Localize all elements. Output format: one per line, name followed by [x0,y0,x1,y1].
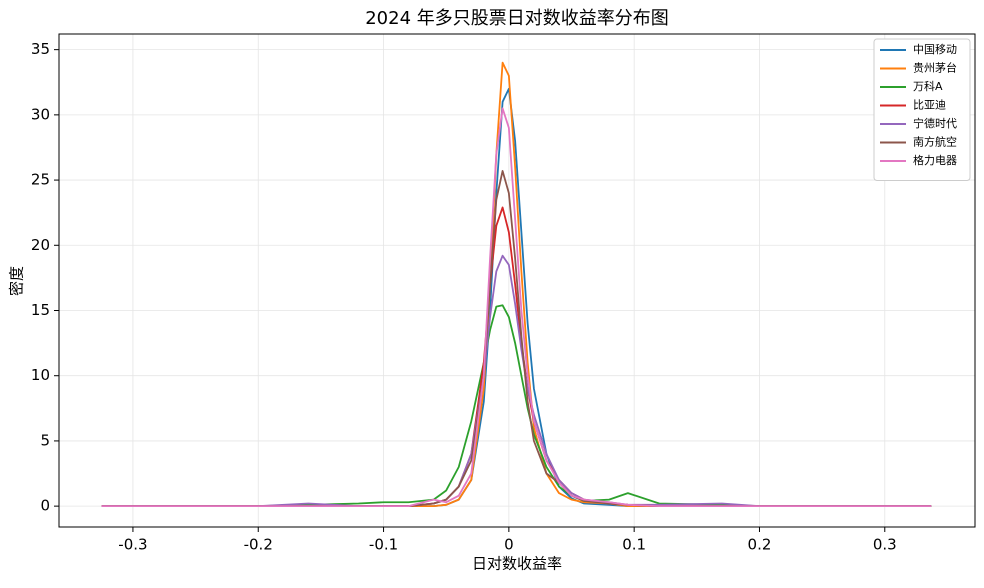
legend-label: 南方航空 [913,135,957,149]
legend-label: 比亚迪 [913,99,946,112]
x-tick-label: 0.2 [748,536,772,554]
legend-label: 中国移动 [913,43,957,56]
x-tick-label: -0.3 [118,536,147,554]
x-tick-label: 0.3 [873,536,897,554]
y-tick-label: 0 [40,497,50,515]
legend-label: 万科A [913,79,943,93]
x-tick-label: -0.1 [369,536,398,554]
y-tick-label: 25 [31,171,50,189]
series-line [101,170,932,508]
x-tick-label: -0.2 [244,536,273,554]
legend-label: 格力电器 [913,153,957,167]
x-axis-label: 日对数收益率 [472,555,562,573]
x-tick-label: 0 [504,536,514,554]
series-line [101,107,932,508]
legend-box [873,38,971,181]
y-tick-label: 10 [31,366,50,384]
y-tick-label: 20 [31,236,50,254]
y-axis-label: 密度 [8,266,26,296]
chart-title: 2024 年多只股票日对数收益率分布图 [365,8,669,29]
y-tick-label: 5 [40,431,50,449]
series-line [101,304,932,508]
legend-label: 宁德时代 [913,116,957,130]
legend-label: 贵州茅台 [913,61,957,75]
series-line [101,206,932,508]
plot-frame [58,33,976,528]
y-tick-label: 35 [31,40,50,58]
x-tick-label: 0.1 [622,536,646,554]
y-tick-label: 30 [31,105,50,123]
y-tick-label: 15 [31,301,50,319]
